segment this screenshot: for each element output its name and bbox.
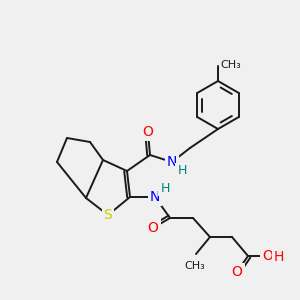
Text: O: O — [148, 221, 158, 235]
Text: O: O — [232, 265, 242, 279]
Text: S: S — [103, 208, 112, 222]
Text: H: H — [274, 250, 284, 264]
Text: H: H — [177, 164, 187, 178]
Text: O: O — [142, 125, 153, 139]
Text: N: N — [150, 190, 160, 204]
Text: H: H — [160, 182, 170, 194]
Text: O: O — [262, 249, 273, 263]
Text: CH₃: CH₃ — [184, 261, 206, 271]
Text: N: N — [167, 155, 177, 169]
Text: CH₃: CH₃ — [220, 60, 241, 70]
